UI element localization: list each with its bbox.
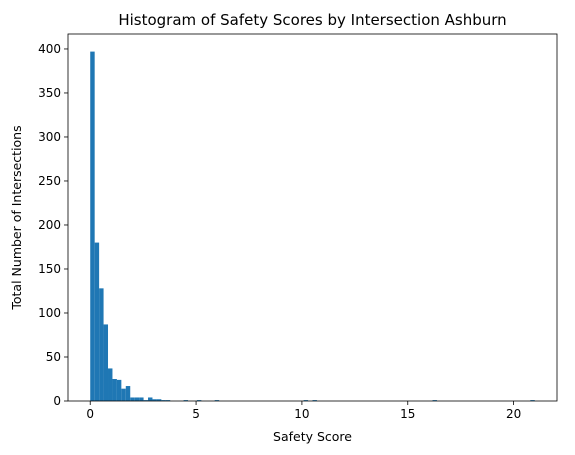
histogram-bar-1 (94, 242, 100, 401)
y-tick-label: 350 (38, 86, 61, 100)
x-tick-label: 20 (506, 407, 521, 421)
y-tick-label: 150 (38, 262, 61, 276)
histogram-bar-8 (125, 386, 131, 401)
histogram-bar-14 (152, 399, 157, 401)
y-tick-label: 200 (38, 218, 61, 232)
x-tick-label: 0 (86, 407, 94, 421)
y-axis-label: Total Number of Intersections (9, 125, 24, 310)
histogram-bar-0 (90, 51, 95, 401)
histogram-bar-20 (214, 400, 220, 401)
histogram-bar-23 (432, 400, 437, 401)
y-tick-label: 250 (38, 174, 61, 188)
x-tick-label: 10 (294, 407, 309, 421)
histogram-bar-21 (303, 400, 309, 401)
histogram-bar-9 (130, 397, 135, 401)
histogram-bar-3 (103, 324, 109, 401)
x-axis-ticks: 0 5 10 15 20 (86, 401, 521, 421)
x-tick-label: 15 (400, 407, 415, 421)
histogram-bar-16 (161, 400, 166, 401)
y-tick-label: 100 (38, 306, 61, 320)
y-tick-label: 300 (38, 130, 61, 144)
histogram-bar-22 (312, 400, 317, 401)
histogram-bar-18 (183, 400, 189, 401)
y-tick-label: 0 (53, 394, 61, 408)
histogram-bar-4 (108, 368, 113, 401)
histogram-bar-19 (196, 400, 202, 401)
y-axis-ticks: 0 50 100 150 200 250 300 350 400 (38, 42, 68, 408)
y-tick-label: 50 (46, 350, 61, 364)
histogram-bar-15 (156, 399, 162, 401)
histogram-bar-11 (139, 397, 144, 401)
histogram-bar-5 (112, 378, 117, 401)
chart-title: Histogram of Safety Scores by Intersecti… (118, 11, 506, 29)
histogram-bar-12 (143, 400, 149, 401)
histogram-bar-2 (99, 288, 104, 401)
histogram-bar-10 (134, 397, 140, 401)
bars-group (90, 51, 535, 401)
y-tick-label: 400 (38, 42, 61, 56)
x-tick-label: 5 (192, 407, 200, 421)
histogram-bar-17 (165, 400, 171, 401)
histogram-bar-24 (530, 400, 535, 401)
histogram-bar-7 (121, 388, 126, 401)
plot-frame (67, 33, 558, 402)
x-axis-label: Safety Score (273, 429, 352, 444)
histogram-bar-6 (116, 379, 122, 401)
histogram-bar-13 (148, 397, 153, 401)
